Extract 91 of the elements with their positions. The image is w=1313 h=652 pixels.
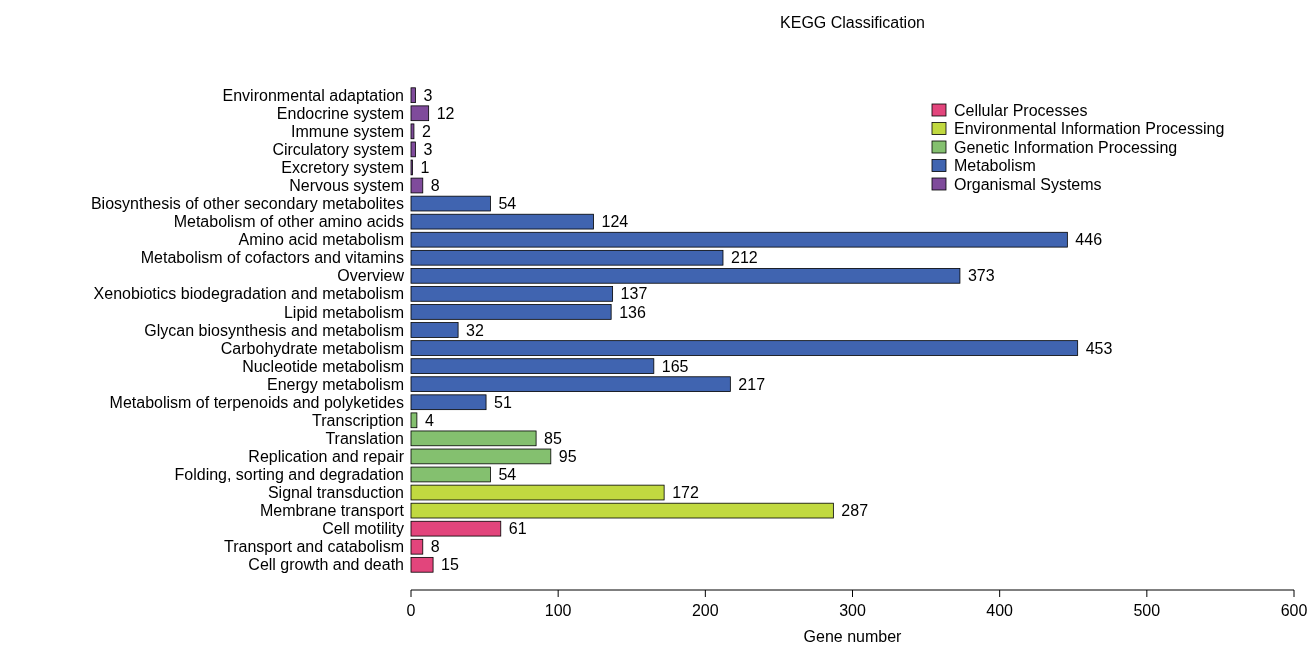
bar — [410, 249, 724, 266]
data-label: 4 — [424, 411, 434, 429]
bar — [410, 322, 459, 338]
data-label: 54 — [498, 466, 517, 484]
y-tick-label: Translation — [325, 429, 404, 447]
bar — [410, 213, 594, 230]
bar — [410, 538, 424, 555]
bar — [410, 87, 416, 104]
legend-label: Organismal Systems — [954, 175, 1102, 193]
data-label: 446 — [1075, 231, 1103, 249]
data-label: 165 — [661, 357, 689, 375]
legend-label: Cellular Processes — [954, 101, 1088, 119]
data-label: 453 — [1085, 339, 1113, 357]
bar — [410, 286, 614, 302]
bar — [410, 502, 834, 519]
x-axis-title: Gene number — [803, 628, 903, 645]
bar — [410, 105, 430, 122]
data-label: 217 — [738, 375, 766, 393]
bar — [410, 304, 612, 320]
data-label: 3 — [423, 140, 433, 158]
bar — [410, 141, 416, 158]
data-label: 85 — [544, 429, 562, 447]
y-tick-label: Amino acid metabolism — [238, 231, 404, 249]
x-tick-label: 400 — [986, 602, 1014, 619]
data-label: 212 — [730, 249, 758, 267]
y-tick-label: Glycan biosynthesis and metabolism — [144, 321, 404, 339]
y-tick-label: Lipid metabolism — [283, 303, 404, 321]
y-tick-label: Transport and catabolism — [224, 538, 404, 556]
bar — [410, 358, 655, 374]
y-tick-label: Nucleotide metabolism — [242, 357, 404, 375]
data-label: 8 — [430, 538, 440, 556]
data-label: 124 — [601, 213, 629, 231]
y-tick-label: Signal transduction — [267, 484, 404, 502]
data-label: 1 — [420, 159, 430, 177]
y-tick-label: Xenobiotics biodegradation and metabolism — [93, 285, 404, 303]
y-tick-label: Environmental adaptation — [222, 86, 404, 104]
bar — [410, 231, 1068, 248]
bar — [410, 448, 552, 465]
y-tick-label: Carbohydrate metabolism — [220, 339, 404, 357]
x-tick-label: 500 — [1133, 602, 1161, 619]
data-label: 61 — [508, 520, 527, 538]
chart-title: KEGG Classification — [780, 14, 925, 31]
bar — [410, 123, 415, 140]
data-label: 95 — [558, 448, 577, 466]
x-tick-label: 300 — [839, 602, 866, 619]
y-tick-label: Transcription — [312, 411, 404, 429]
data-label: 54 — [498, 195, 517, 213]
y-tick-label: Overview — [337, 267, 405, 285]
data-label: 136 — [619, 303, 646, 321]
y-tick-label: Endocrine system — [276, 104, 404, 122]
bar — [410, 340, 1079, 356]
y-tick-label: Folding, sorting and degradation — [174, 466, 404, 484]
bar — [410, 376, 731, 392]
data-label: 3 — [423, 86, 433, 104]
x-tick-label: 0 — [406, 602, 416, 619]
bar — [410, 520, 502, 537]
x-tick-label: 100 — [544, 602, 572, 619]
data-label: 2 — [421, 122, 431, 140]
bar — [410, 268, 961, 284]
y-tick-label: Nervous system — [289, 177, 404, 195]
data-label: 51 — [494, 393, 512, 411]
data-label: 172 — [672, 484, 699, 502]
y-tick-label: Cell growth and death — [248, 556, 404, 574]
x-tick-label: 200 — [691, 602, 719, 619]
y-tick-label: Metabolism of terpenoids and polyketides — [109, 393, 404, 411]
data-label: 32 — [466, 321, 484, 339]
y-tick-label: Membrane transport — [259, 502, 405, 520]
data-label: 373 — [967, 267, 995, 285]
legend-label: Environmental Information Processing — [954, 120, 1225, 138]
y-tick-label: Excretory system — [281, 159, 404, 177]
data-label: 287 — [841, 502, 869, 520]
legend-label: Genetic Information Processing — [954, 138, 1178, 156]
y-tick-label: Biosynthesis of other secondary metabolites — [90, 195, 404, 213]
bar — [410, 394, 487, 411]
bar — [410, 430, 537, 447]
data-label: 15 — [441, 556, 459, 574]
y-tick-label: Cell motility — [322, 520, 404, 538]
data-label: 8 — [430, 177, 440, 195]
bar — [410, 556, 434, 573]
data-label: 12 — [436, 104, 455, 122]
y-tick-label: Replication and repair — [248, 448, 405, 466]
legend-label: Metabolism — [954, 157, 1036, 175]
y-tick-label: Energy metabolism — [267, 375, 404, 393]
y-tick-label: Metabolism of cofactors and vitamins — [140, 249, 404, 267]
bar — [410, 412, 418, 429]
bar — [410, 195, 491, 212]
data-label: 137 — [620, 285, 648, 303]
y-tick-label: Metabolism of other amino acids — [173, 213, 404, 231]
x-tick-label: 600 — [1280, 602, 1308, 619]
y-tick-label: Immune system — [291, 122, 404, 140]
y-tick-label: Circulatory system — [272, 140, 404, 158]
